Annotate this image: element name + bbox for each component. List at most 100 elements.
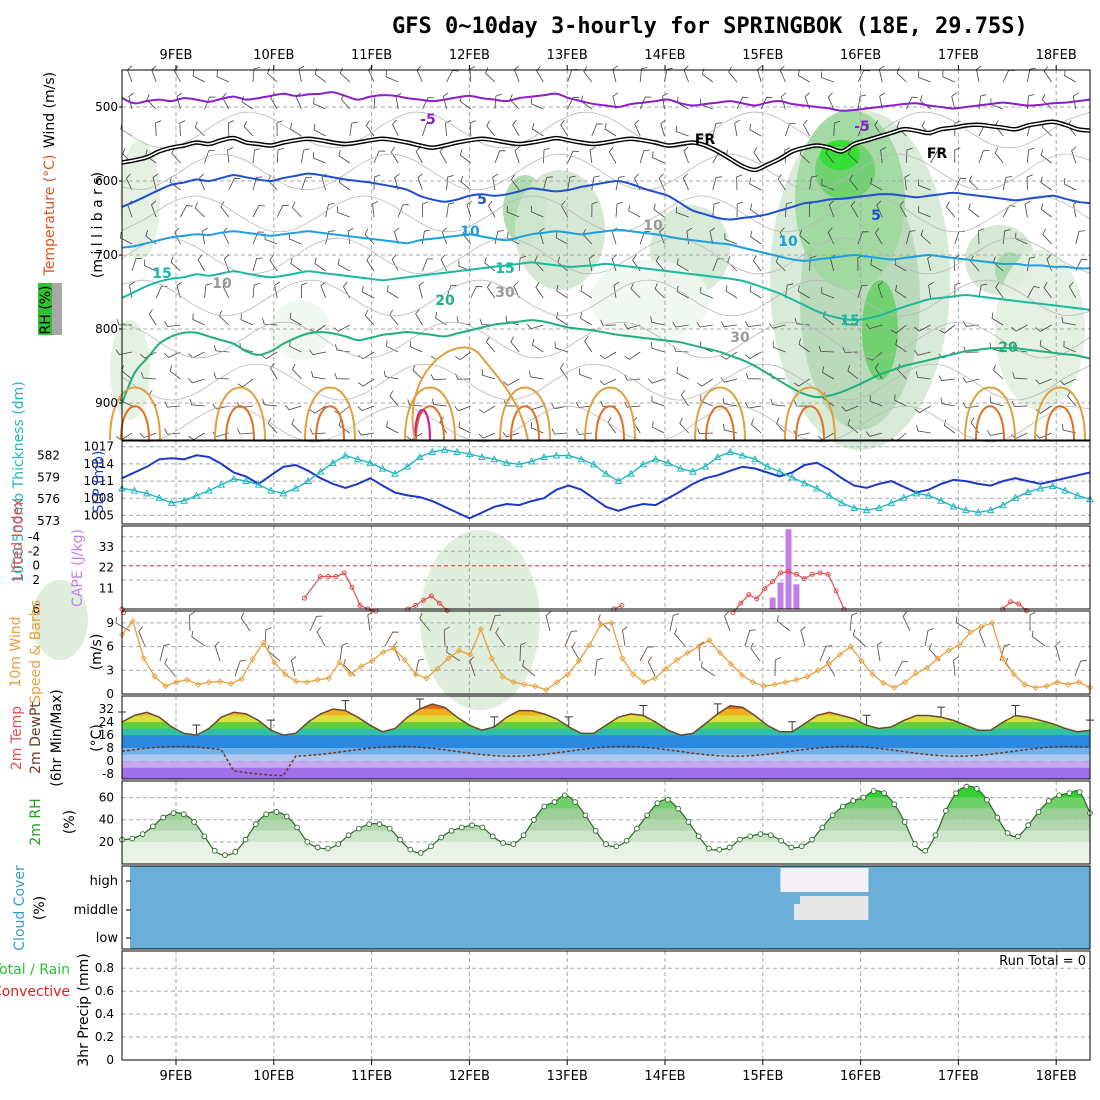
wind-speed-point [227, 680, 234, 687]
upper-wind-barb [986, 430, 1004, 436]
surface-wind-barb [1031, 630, 1046, 647]
rh-point [664, 796, 671, 803]
wind-speed-point [194, 681, 202, 688]
thickness-point [527, 457, 536, 465]
wind-speed-point [1032, 684, 1039, 691]
rh-point [706, 845, 712, 852]
thickness-point [552, 451, 561, 459]
surface-wind-barb [489, 614, 501, 632]
contour-label: 20 [998, 340, 1018, 356]
wind-speed-axis-label: Speed & Barbs [28, 600, 44, 704]
lifted-index-point [785, 568, 791, 574]
thickness-point [279, 489, 288, 497]
temp-minmax-label: (6hr Min/Max) [49, 689, 65, 786]
rh-point [829, 812, 836, 819]
upper-wind-barb [469, 66, 476, 83]
upper-wind-barb [696, 321, 713, 328]
wind-speed-point [575, 657, 582, 664]
upper-wind-barb [292, 363, 302, 380]
upper-wind-barb [555, 231, 568, 245]
isotherm-m5 [121, 91, 1091, 112]
wind-unit-label: (m/s) [89, 634, 105, 671]
thickness-axis-label: 1000-500mb Thickness (dm) [11, 381, 27, 582]
wind-speed-point [466, 651, 474, 658]
thickness-point [974, 508, 983, 516]
upper-wind-barb [779, 65, 786, 83]
thickness-tick-label: 576 [37, 492, 60, 506]
upper-wind-barb [727, 256, 738, 272]
chart-title: GFS 0~10day 3-hourly for SPRINGBOK (18E,… [392, 14, 1028, 39]
li-tick-label: 0 [32, 559, 40, 573]
rh-point [881, 790, 887, 797]
upper-wind-barb [1043, 66, 1052, 83]
thickness-point [676, 464, 685, 472]
isotherm-25 [784, 386, 836, 441]
upper-wind-barb [874, 120, 883, 137]
upper-wind-barb [895, 338, 907, 353]
upper-wind-barb [954, 147, 961, 164]
bottom-date-label: 9FEB [160, 1069, 193, 1084]
upper-wind-barb [803, 119, 810, 137]
thickness-point [701, 462, 710, 470]
surface-wind-barb [469, 656, 476, 677]
upper-wind-barb [1061, 424, 1076, 434]
upper-wind-barb [833, 120, 841, 137]
wind-speed-point [238, 675, 245, 683]
upper-wind-barb [390, 146, 399, 164]
thickness-point [614, 476, 623, 485]
upper-wind-barb [466, 200, 472, 218]
thickness-point [1024, 487, 1032, 495]
upper-wind-barb [530, 205, 544, 218]
rh-shading [862, 280, 898, 380]
wind-speed-point [532, 682, 539, 690]
surface-wind-barb [999, 644, 1011, 662]
upper-wind-barb [914, 324, 931, 332]
pressure-tick-label: 700 [95, 248, 118, 262]
isotherm-25 [404, 386, 456, 441]
wind-speed-point [456, 647, 463, 654]
thickness-point [949, 502, 958, 510]
rh-point [840, 803, 846, 810]
thickness-point [862, 506, 871, 514]
upper-wind-barb [1011, 432, 1028, 439]
upper-wind-barb [1035, 378, 1052, 385]
upper-wind-barb [745, 321, 762, 328]
rh-tick-label: 60 [99, 791, 114, 805]
rh-point [325, 845, 331, 852]
temp-minmax-marker [788, 721, 797, 732]
upper-wind-barb [338, 149, 351, 164]
lifted-index-point [738, 600, 744, 606]
rh-point [870, 788, 877, 794]
rh-point [438, 834, 445, 841]
upper-wind-barb [337, 206, 350, 218]
upper-wind-barb [422, 229, 431, 245]
upper-wind-barb [914, 405, 931, 414]
upper-wind-barb [314, 257, 326, 272]
upper-wind-barb [213, 372, 229, 380]
upper-wind-barb [422, 123, 433, 137]
upper-wind-barb [431, 398, 447, 407]
isotherm-30 [705, 405, 735, 441]
upper-wind-barb [213, 344, 229, 353]
wind-tick-label: 9 [106, 616, 114, 630]
upper-wind-barb [599, 378, 617, 386]
upper-wind-barb [532, 338, 544, 353]
rh-point [592, 827, 599, 834]
upper-wind-barb [721, 351, 738, 360]
upper-wind-barb [770, 398, 786, 407]
upper-wind-barb [335, 344, 350, 353]
precip-tick-label: 0 [106, 1053, 114, 1067]
isotherm-20 [121, 319, 1091, 404]
upper-wind-barb [712, 176, 723, 191]
temp-minmax-marker [862, 714, 871, 726]
upper-wind-barb [890, 324, 907, 334]
upper-wind-barb [683, 146, 689, 164]
upper-wind-barb [394, 173, 400, 191]
surface-wind-barb [138, 626, 146, 647]
wind-speed-point [880, 679, 887, 687]
wind-speed-point [1075, 679, 1083, 686]
upper-wind-barb [847, 418, 859, 434]
upper-wind-barb [895, 284, 907, 299]
upper-wind-barb [139, 432, 157, 439]
surface-wind-barb [339, 642, 349, 662]
